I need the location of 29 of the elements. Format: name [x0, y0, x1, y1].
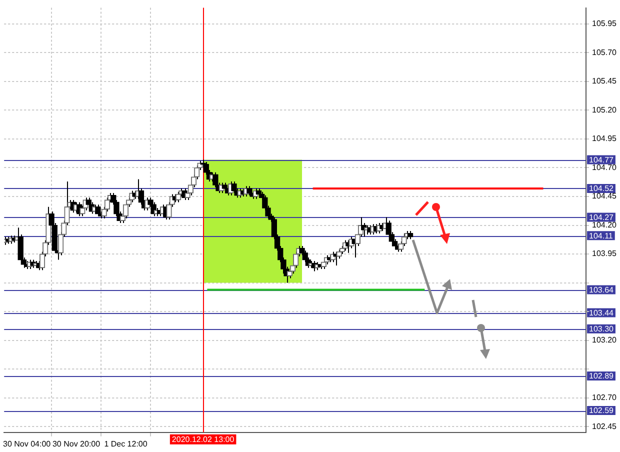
x-tick-label: 30 Nov 04:00: [3, 439, 52, 448]
y-tick-label: 104.95: [592, 134, 618, 144]
candlestick: [246, 186, 252, 196]
x-tick-label: 1 Dec 12:00: [104, 439, 148, 448]
ref-line-label: 102.59: [589, 406, 614, 416]
y-tick-label: 103.95: [592, 249, 618, 258]
ref-line-label: 104.52: [589, 184, 614, 194]
y-tick-label: 102.70: [592, 393, 618, 402]
y-tick-label: 105.95: [592, 19, 618, 28]
y-tick-label: 105.20: [592, 105, 618, 114]
y-tick-label: 104.20: [592, 220, 618, 230]
ref-line-label: 103.44: [589, 308, 614, 318]
y-tick-label: 103.20: [592, 336, 618, 345]
y-tick-label: 104.70: [592, 162, 618, 172]
y-tick-label: 102.45: [592, 422, 618, 431]
ref-line-label: 103.64: [589, 285, 614, 294]
ref-line-label: 102.89: [589, 372, 614, 381]
y-tick-label: 105.45: [592, 76, 618, 86]
ref-line-label: 103.30: [589, 324, 614, 334]
y-tick-label: 105.70: [592, 48, 618, 57]
x-tick-label: 30 Nov 20:00: [52, 439, 101, 448]
candlestick: [231, 181, 237, 194]
y-tick-label: 104.45: [592, 192, 618, 201]
candlestick: [386, 220, 392, 238]
ref-line-label: 104.27: [589, 212, 614, 222]
ref-line-label: 104.77: [589, 155, 614, 164]
ref-line-label: 2020.12.02 13:00: [172, 435, 235, 444]
candlestick: [401, 232, 407, 246]
ref-line-label: 104.11: [589, 231, 614, 240]
